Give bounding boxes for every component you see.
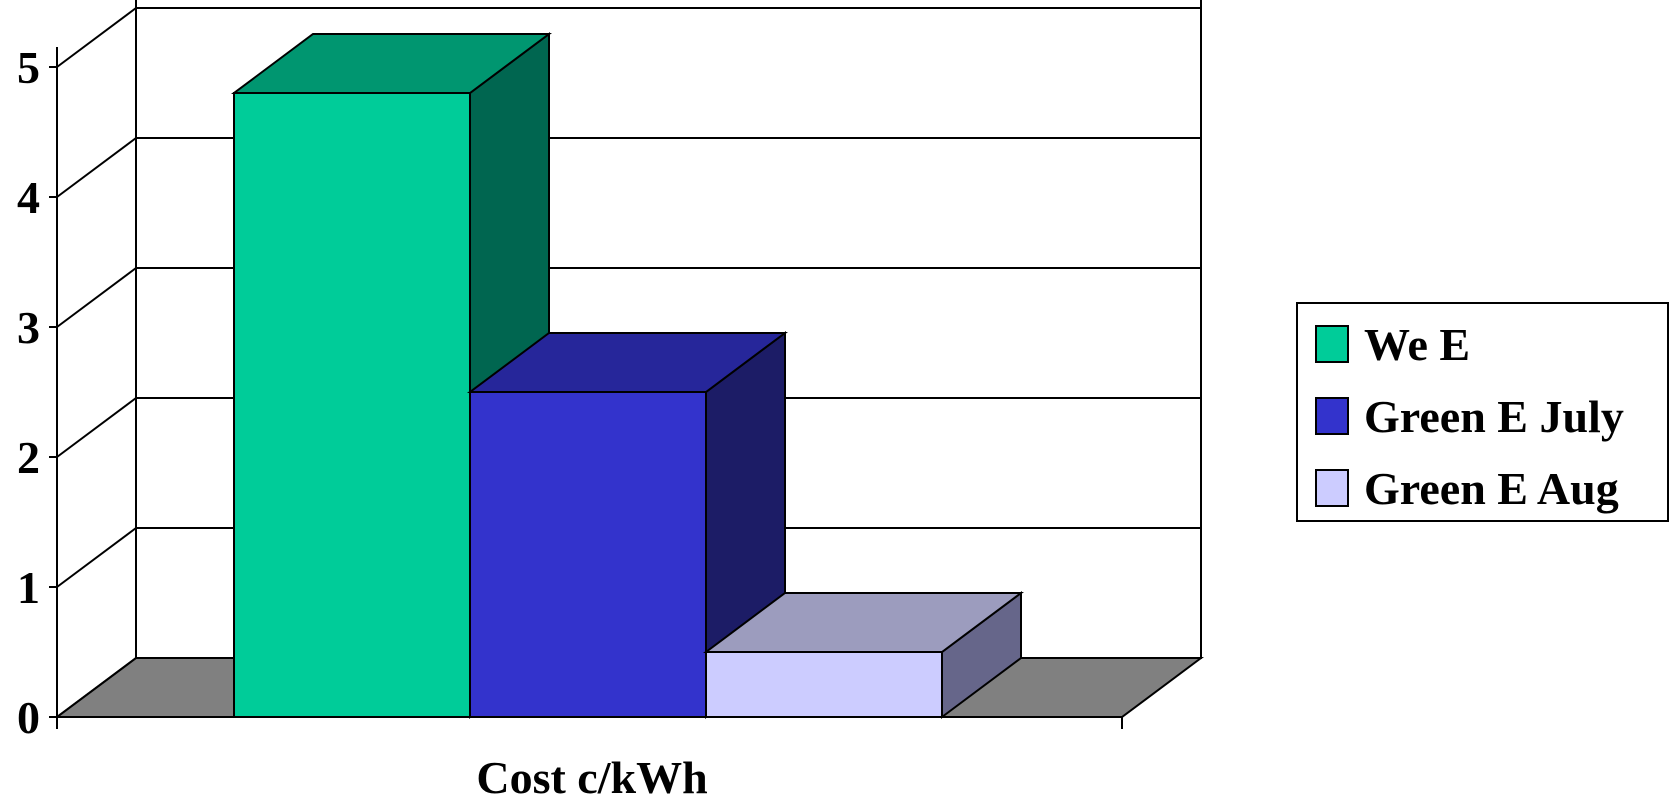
- side-wall-line: [56, 267, 137, 328]
- legend-label: We E: [1364, 319, 1470, 370]
- bars: [230, 32, 1025, 719]
- side-wall-line: [56, 527, 137, 588]
- legend-swatch: [1315, 469, 1349, 507]
- bar-3: [702, 591, 1025, 719]
- legend-swatch: [1315, 397, 1349, 435]
- legend-swatch: [1315, 325, 1349, 363]
- y-tick-label: 5: [17, 42, 40, 93]
- side-wall-line: [56, 137, 137, 198]
- legend: We E Green E July Green E Aug: [1296, 302, 1669, 522]
- side-wall-line: [56, 7, 137, 68]
- y-tick-label: 1: [17, 562, 40, 613]
- bar-front-face: [233, 92, 471, 718]
- legend-box: [1296, 302, 1669, 522]
- legend-label: Green E July: [1364, 391, 1624, 442]
- legend-label: Green E Aug: [1364, 463, 1619, 514]
- side-wall-line: [56, 397, 137, 458]
- bar-front-face: [469, 391, 707, 718]
- y-tick-label: 0: [17, 692, 40, 743]
- y-tick-label: 3: [17, 302, 40, 353]
- side-wall-line: [56, 657, 137, 718]
- x-axis-label: Cost c/kWh: [476, 752, 707, 798]
- bar-front-face: [705, 651, 943, 718]
- y-axis-ticks: 0 1 2 3 4 5: [17, 42, 57, 743]
- y-tick-label: 4: [17, 172, 40, 223]
- y-tick-label: 2: [17, 432, 40, 483]
